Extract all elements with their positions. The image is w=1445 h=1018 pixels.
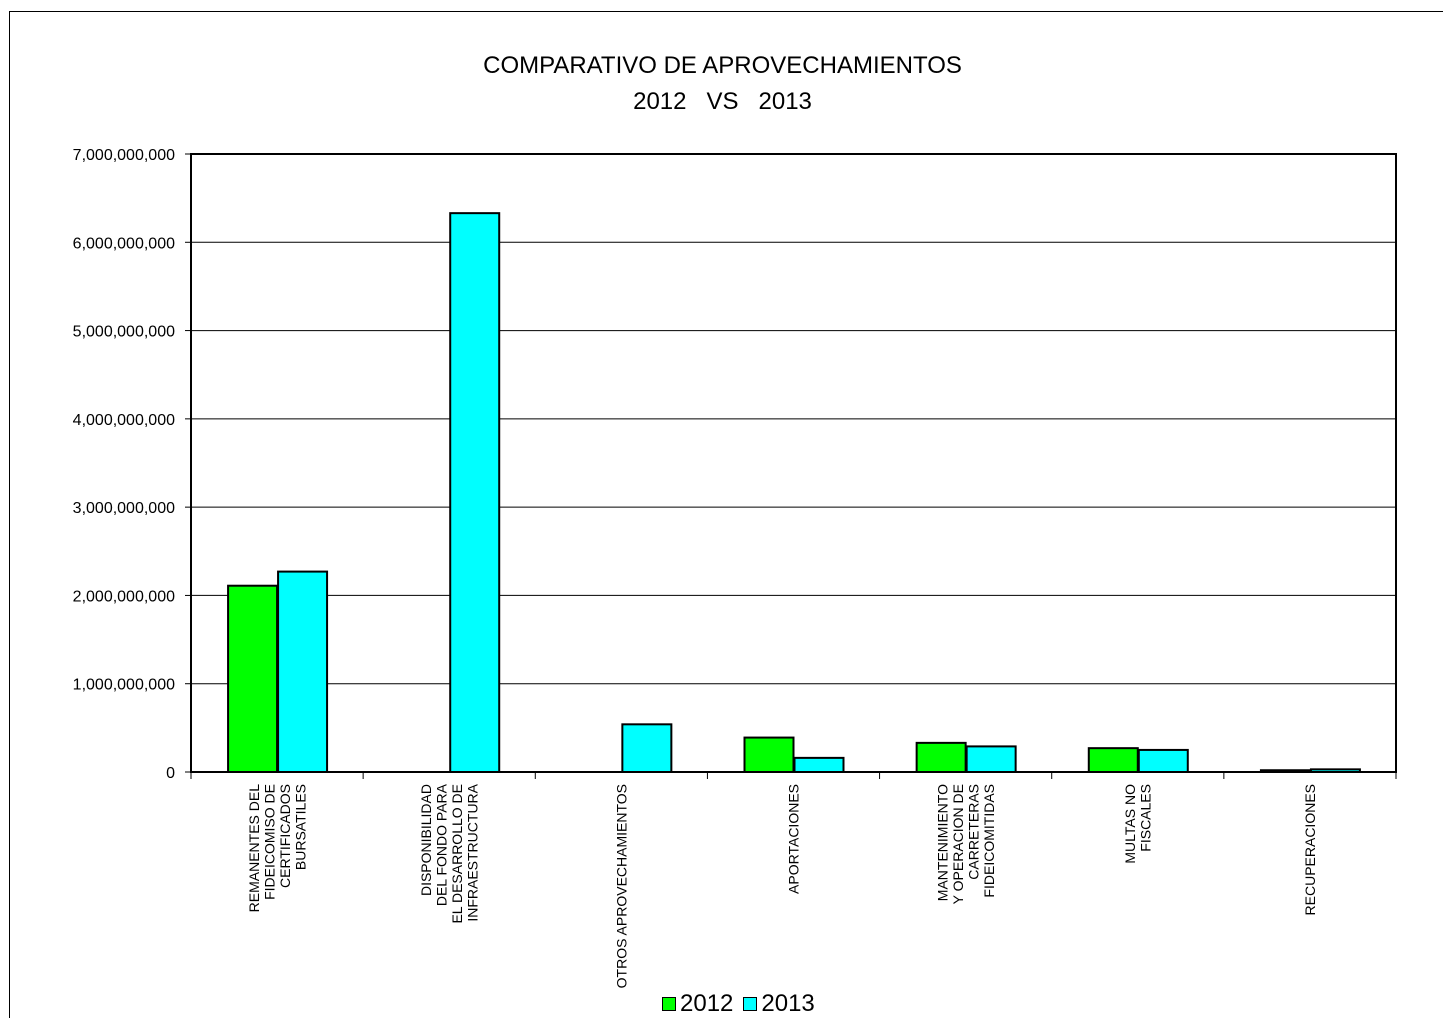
bars <box>227 212 1361 774</box>
legend-swatch-2012 <box>662 997 676 1011</box>
bar-2013 <box>449 212 501 773</box>
y-tick-label: 5,000,000,000 <box>73 324 175 341</box>
x-tick-label: OTROS APROVECHAMIENTOS <box>613 784 629 988</box>
chart-title: COMPARATIVO DE APROVECHAMIENTOS <box>483 52 962 79</box>
chart-frame <box>9 11 1443 1018</box>
x-tick-label: RECUPERACIONES <box>1302 784 1318 915</box>
y-tick-label: 4,000,000,000 <box>73 412 175 429</box>
y-tick-label: 3,000,000,000 <box>73 500 175 517</box>
bar-2013 <box>965 745 1017 774</box>
bar-2013 <box>1137 748 1189 774</box>
legend-swatch-2013 <box>743 997 758 1011</box>
bar-2012 <box>227 584 279 774</box>
y-tick-label: 0 <box>166 765 175 782</box>
y-tick-label: 7,000,000,000 <box>73 147 175 164</box>
bar-2012 <box>1087 747 1139 773</box>
plot-area-border <box>190 153 1397 773</box>
bar-2012 <box>743 736 795 773</box>
y-tick-label: 6,000,000,000 <box>73 235 175 252</box>
legend-label-2013: 2013 <box>761 990 815 1017</box>
y-tick-labels: 0 1,000,000,000 2,000,000,000 3,000,000,000… <box>73 147 175 782</box>
chart-subtitle: 2012 VS 2013 <box>633 88 812 115</box>
x-tick-labels: REMANENTES DELFIDEICOMISO DECERTIFICADOS… <box>246 783 1318 988</box>
legend-item-2013: 2013 <box>743 990 815 1018</box>
x-tick-label: REMANENTES DELFIDEICOMISO DECERTIFICADOS… <box>246 784 309 913</box>
x-tick-label: DISPONIBILIDADDEL FONDO PARAEL DESARROLL… <box>418 783 481 923</box>
bar-2012 <box>915 741 967 774</box>
bar-2013 <box>621 723 673 774</box>
bar-2013 <box>277 570 329 773</box>
legend-item-2012: 2012 <box>662 990 733 1018</box>
x-tick-label: MANTENIMIENTOY OPERACION DECARRETERASFID… <box>934 784 997 904</box>
bar-2013 <box>793 756 845 773</box>
legend-label-2012: 2012 <box>680 990 734 1017</box>
y-tick-label: 1,000,000,000 <box>73 677 175 694</box>
axes <box>185 153 1397 779</box>
y-tick-label: 2,000,000,000 <box>73 588 175 605</box>
x-tick-label: APORTACIONES <box>786 784 802 894</box>
gridlines <box>191 153 1396 685</box>
legend: 2012 2013 <box>662 990 825 1018</box>
x-tick-label: MULTAS NOFISCALES <box>1122 784 1154 864</box>
